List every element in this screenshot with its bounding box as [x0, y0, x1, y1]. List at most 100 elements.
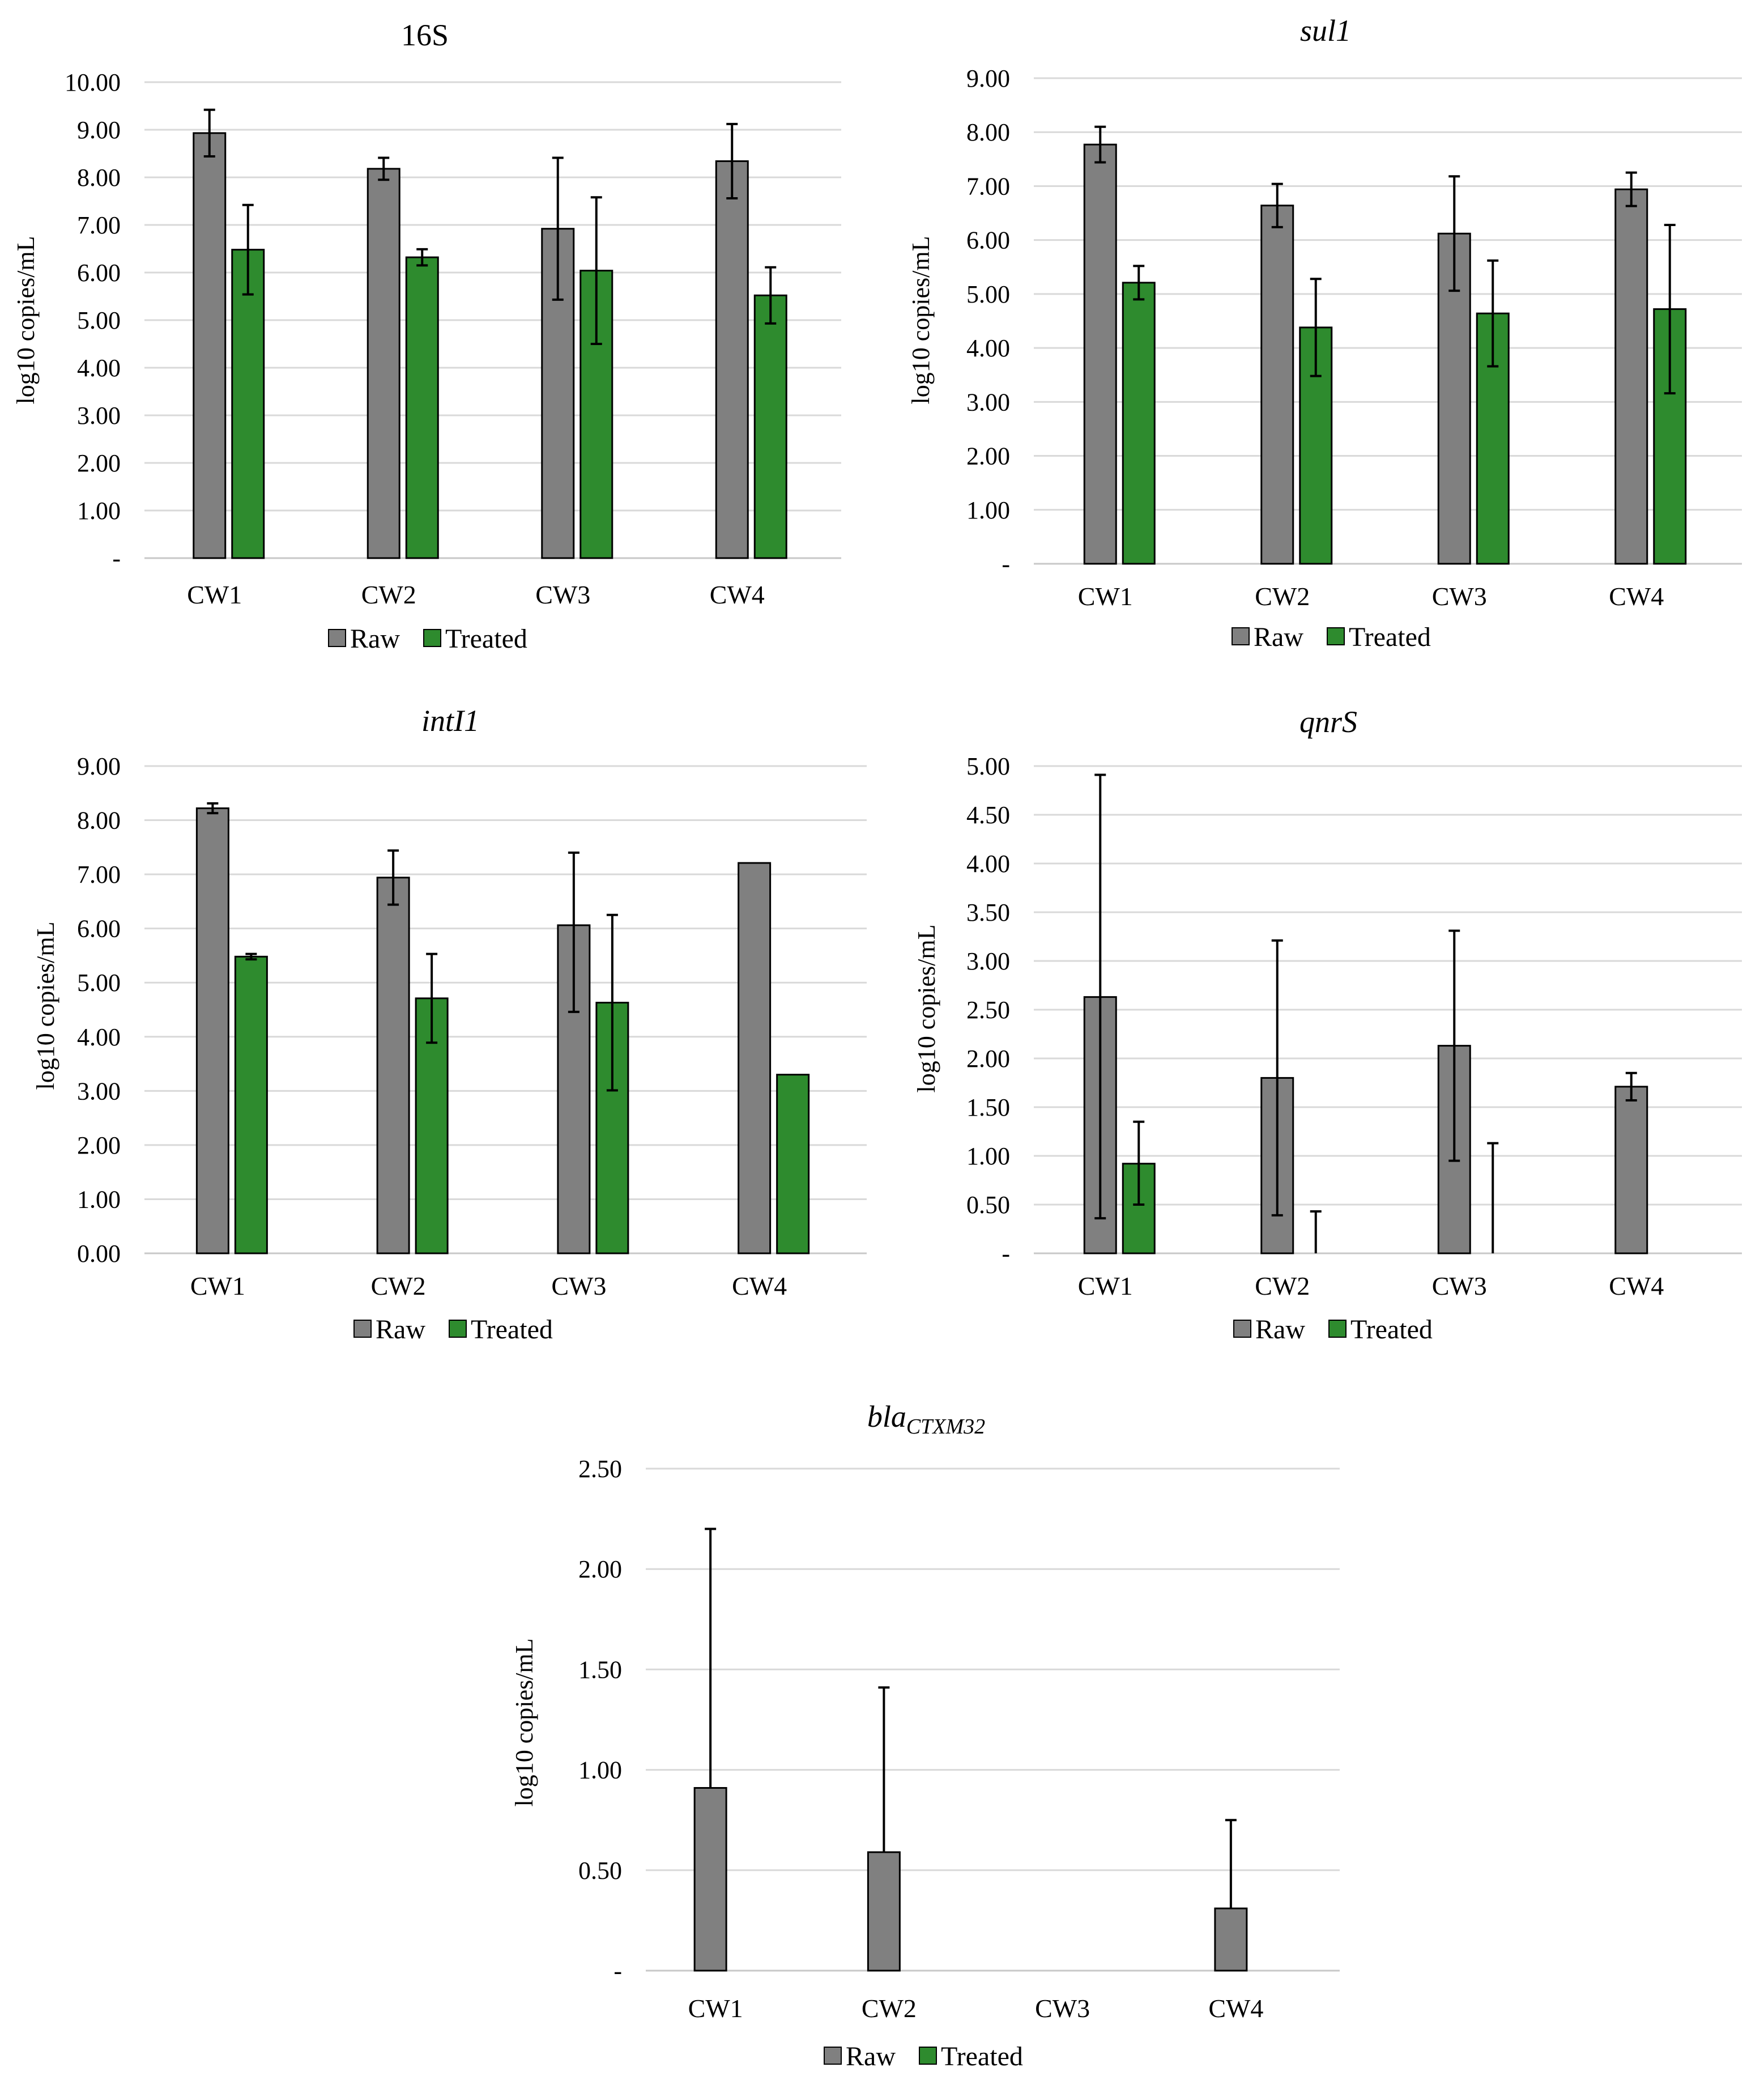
y-tick-label: 1.00 [966, 496, 1010, 524]
bar-raw-cw2 [367, 168, 400, 559]
category-label: CW3 [1432, 1271, 1487, 1300]
y-tick-label: 5.00 [77, 969, 121, 997]
legend-label-treated: Treated [941, 2041, 1023, 2072]
bar-treated-cw1 [1122, 282, 1156, 565]
legend-label-raw: Raw [846, 2041, 896, 2072]
legend-swatch-treated [1328, 1320, 1347, 1338]
legend: Raw Treated [824, 2041, 1023, 2072]
y-tick-label: 1.50 [966, 1094, 1010, 1121]
y-tick-label: - [613, 1957, 622, 1985]
bar-raw-cw2 [1260, 205, 1294, 565]
chart-title-main: bla [867, 1400, 906, 1434]
chart-panel-3: intI1 0.00 1.00 2.00 3.00 4.00 5.00 6.00 7.00 8.0… [32, 704, 867, 1345]
y-tick-label: 1.00 [77, 1185, 121, 1213]
legend: Raw Treated [1232, 622, 1431, 652]
y-tick-label: 8.00 [966, 118, 1010, 146]
legend: Raw Treated [353, 1315, 553, 1345]
y-axis-label: log10 copies/mL [12, 236, 40, 405]
y-tick-label: 10.00 [65, 69, 121, 96]
legend-label-raw: Raw [1254, 622, 1303, 652]
chart-panel-2: sul1 - 1.00 2.00 3.00 4.00 5.00 6.00 7.00 8.00 9.0… [907, 14, 1742, 652]
legend-swatch-treated [449, 1320, 467, 1338]
y-tick-label: 2.00 [77, 1132, 121, 1159]
category-label: CW3 [535, 580, 590, 609]
y-tick-label: 8.00 [77, 807, 121, 835]
bar-treated-cw4 [776, 1074, 810, 1254]
y-tick-label: 4.50 [966, 801, 1010, 829]
y-tick-label: 4.00 [966, 334, 1010, 362]
y-tick-label: 7.00 [77, 861, 121, 888]
legend-swatch-raw [1233, 1320, 1251, 1338]
y-tick-label: 6.00 [77, 259, 121, 287]
y-tick-label: 9.00 [77, 116, 121, 144]
legend-swatch-raw [1232, 627, 1250, 645]
bar-raw-cw4 [1614, 1086, 1648, 1254]
y-tick-label: 7.00 [77, 211, 121, 239]
chart-panel-4: qnrS - 0.50 1.00 1.50 2.00 2.50 3.00 3.50 4.00 4.5… [913, 705, 1742, 1345]
chart-panel-5: blaCTXM32 - 0.50 1.00 1.50 2.00 2.50 log10 copi… [510, 1400, 1340, 2072]
category-label: CW2 [1255, 1271, 1310, 1300]
bar-treated-cw1 [231, 249, 265, 559]
y-tick-label: 2.50 [966, 996, 1010, 1024]
category-label: CW1 [190, 1271, 245, 1300]
chart-title: blaCTXM32 [867, 1400, 985, 1439]
y-tick-label: 7.00 [966, 172, 1010, 200]
legend-label-treated: Treated [445, 624, 527, 654]
category-label: CW1 [187, 580, 242, 609]
y-axis-label: log10 copies/mL [510, 1639, 538, 1807]
y-tick-label: 1.00 [578, 1756, 622, 1784]
y-tick-label: 3.00 [966, 947, 1010, 975]
y-axis-label: log10 copies/mL [32, 922, 59, 1090]
category-label: CW4 [732, 1271, 787, 1300]
legend-label-treated: Treated [1350, 1315, 1433, 1345]
bar-raw-cw4 [738, 862, 772, 1254]
category-label: CW3 [551, 1271, 606, 1300]
category-label: CW2 [862, 1994, 917, 2023]
bar-raw-cw2 [867, 1851, 901, 1972]
y-tick-label: 6.00 [77, 915, 121, 943]
legend-swatch-treated [1327, 627, 1345, 645]
y-tick-label: 0.00 [77, 1240, 121, 1267]
y-tick-label: 5.00 [77, 307, 121, 334]
bar-raw-cw1 [693, 1787, 727, 1972]
y-tick-label: - [1002, 550, 1010, 578]
y-tick-label: 1.00 [77, 497, 121, 525]
chart-panel-1: 16S - 1.00 2.00 3.00 4.00 5.00 6.00 7.00 8.00 9.00… [12, 18, 841, 654]
legend-swatch-raw [824, 2047, 842, 2065]
chart-title: intI1 [421, 704, 479, 738]
y-axis-label: log10 copies/mL [913, 925, 940, 1093]
y-tick-label: 5.00 [966, 280, 1010, 308]
y-tick-label: 3.00 [77, 402, 121, 429]
category-label: CW4 [1609, 582, 1664, 611]
y-tick-label: 5.00 [966, 752, 1010, 780]
category-label: CW2 [1255, 582, 1310, 611]
y-tick-label: 2.00 [966, 1045, 1010, 1073]
legend-label-raw: Raw [376, 1315, 425, 1345]
legend-swatch-raw [328, 629, 346, 647]
chart-title: qnrS [1299, 705, 1357, 739]
category-label: CW3 [1035, 1994, 1090, 2023]
bar-raw-cw4 [1214, 1907, 1248, 1972]
legend-swatch-raw [353, 1320, 372, 1338]
y-tick-label: 4.00 [77, 354, 121, 382]
chart-title: 16S [401, 18, 449, 52]
category-label: CW1 [1078, 582, 1133, 611]
y-tick-label: 4.00 [966, 850, 1010, 878]
bar-raw-cw1 [1083, 143, 1117, 565]
chart-title: sul1 [1300, 14, 1351, 48]
y-tick-label: 9.00 [77, 752, 121, 780]
y-tick-label: - [112, 545, 121, 572]
category-label: CW4 [1609, 1271, 1664, 1300]
y-tick-label: 3.00 [966, 388, 1010, 416]
legend-swatch-treated [423, 629, 441, 647]
bar-treated-cw4 [753, 294, 787, 559]
y-tick-label: 4.00 [77, 1023, 121, 1051]
category-label: CW4 [1208, 1994, 1263, 2023]
y-tick-label: 1.50 [578, 1656, 622, 1683]
legend-label-treated: Treated [471, 1315, 553, 1345]
category-label: CW3 [1432, 582, 1487, 611]
legend-label-raw: Raw [1255, 1315, 1305, 1345]
y-tick-label: 2.00 [578, 1555, 622, 1583]
y-axis-label: log10 copies/mL [907, 236, 935, 405]
y-tick-label: 9.00 [966, 65, 1010, 92]
